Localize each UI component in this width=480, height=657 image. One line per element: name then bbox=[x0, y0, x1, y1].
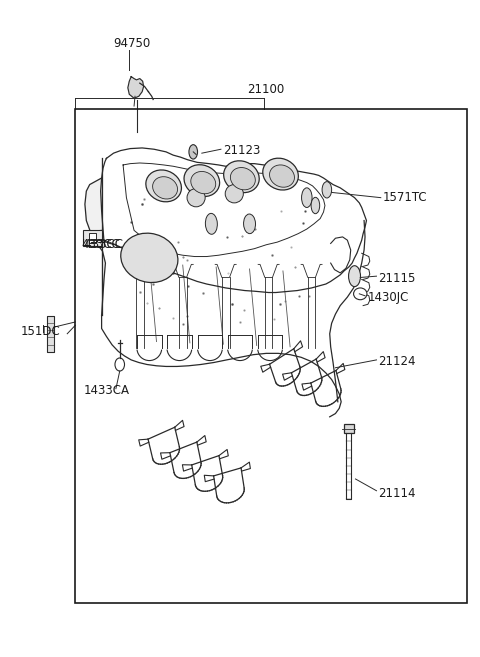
Polygon shape bbox=[128, 77, 144, 98]
Text: 1430JC: 1430JC bbox=[368, 290, 409, 304]
Circle shape bbox=[115, 358, 124, 371]
Bar bbox=[84, 231, 102, 246]
Text: 1571TC: 1571TC bbox=[383, 191, 428, 204]
Ellipse shape bbox=[191, 171, 216, 194]
Ellipse shape bbox=[311, 197, 320, 214]
Ellipse shape bbox=[354, 288, 367, 300]
Text: 151DC: 151DC bbox=[21, 325, 60, 338]
Ellipse shape bbox=[184, 165, 220, 196]
Ellipse shape bbox=[121, 233, 178, 283]
Bar bbox=[89, 233, 96, 244]
Ellipse shape bbox=[153, 177, 178, 199]
Ellipse shape bbox=[205, 214, 217, 235]
Ellipse shape bbox=[263, 158, 299, 190]
Ellipse shape bbox=[322, 181, 332, 198]
Text: 21123: 21123 bbox=[223, 144, 261, 157]
Text: 21124: 21124 bbox=[378, 355, 416, 368]
Text: 21115: 21115 bbox=[378, 271, 416, 284]
Text: 21100: 21100 bbox=[248, 83, 285, 97]
Ellipse shape bbox=[189, 145, 198, 159]
Ellipse shape bbox=[187, 189, 205, 207]
Ellipse shape bbox=[146, 170, 181, 202]
Ellipse shape bbox=[230, 168, 255, 190]
Text: 21114: 21114 bbox=[378, 487, 416, 500]
Ellipse shape bbox=[224, 161, 259, 193]
Ellipse shape bbox=[270, 165, 294, 187]
Polygon shape bbox=[85, 158, 106, 315]
Bar bbox=[344, 424, 354, 433]
Bar bbox=[48, 316, 54, 351]
Ellipse shape bbox=[301, 188, 312, 208]
Bar bbox=[75, 109, 467, 603]
Ellipse shape bbox=[348, 265, 360, 286]
Text: 94750: 94750 bbox=[114, 37, 151, 51]
Ellipse shape bbox=[243, 214, 255, 234]
Text: '433CC: '433CC bbox=[82, 238, 123, 251]
Text: 433CC: 433CC bbox=[82, 238, 120, 251]
Text: 1433CA: 1433CA bbox=[84, 384, 130, 397]
Ellipse shape bbox=[225, 185, 243, 203]
